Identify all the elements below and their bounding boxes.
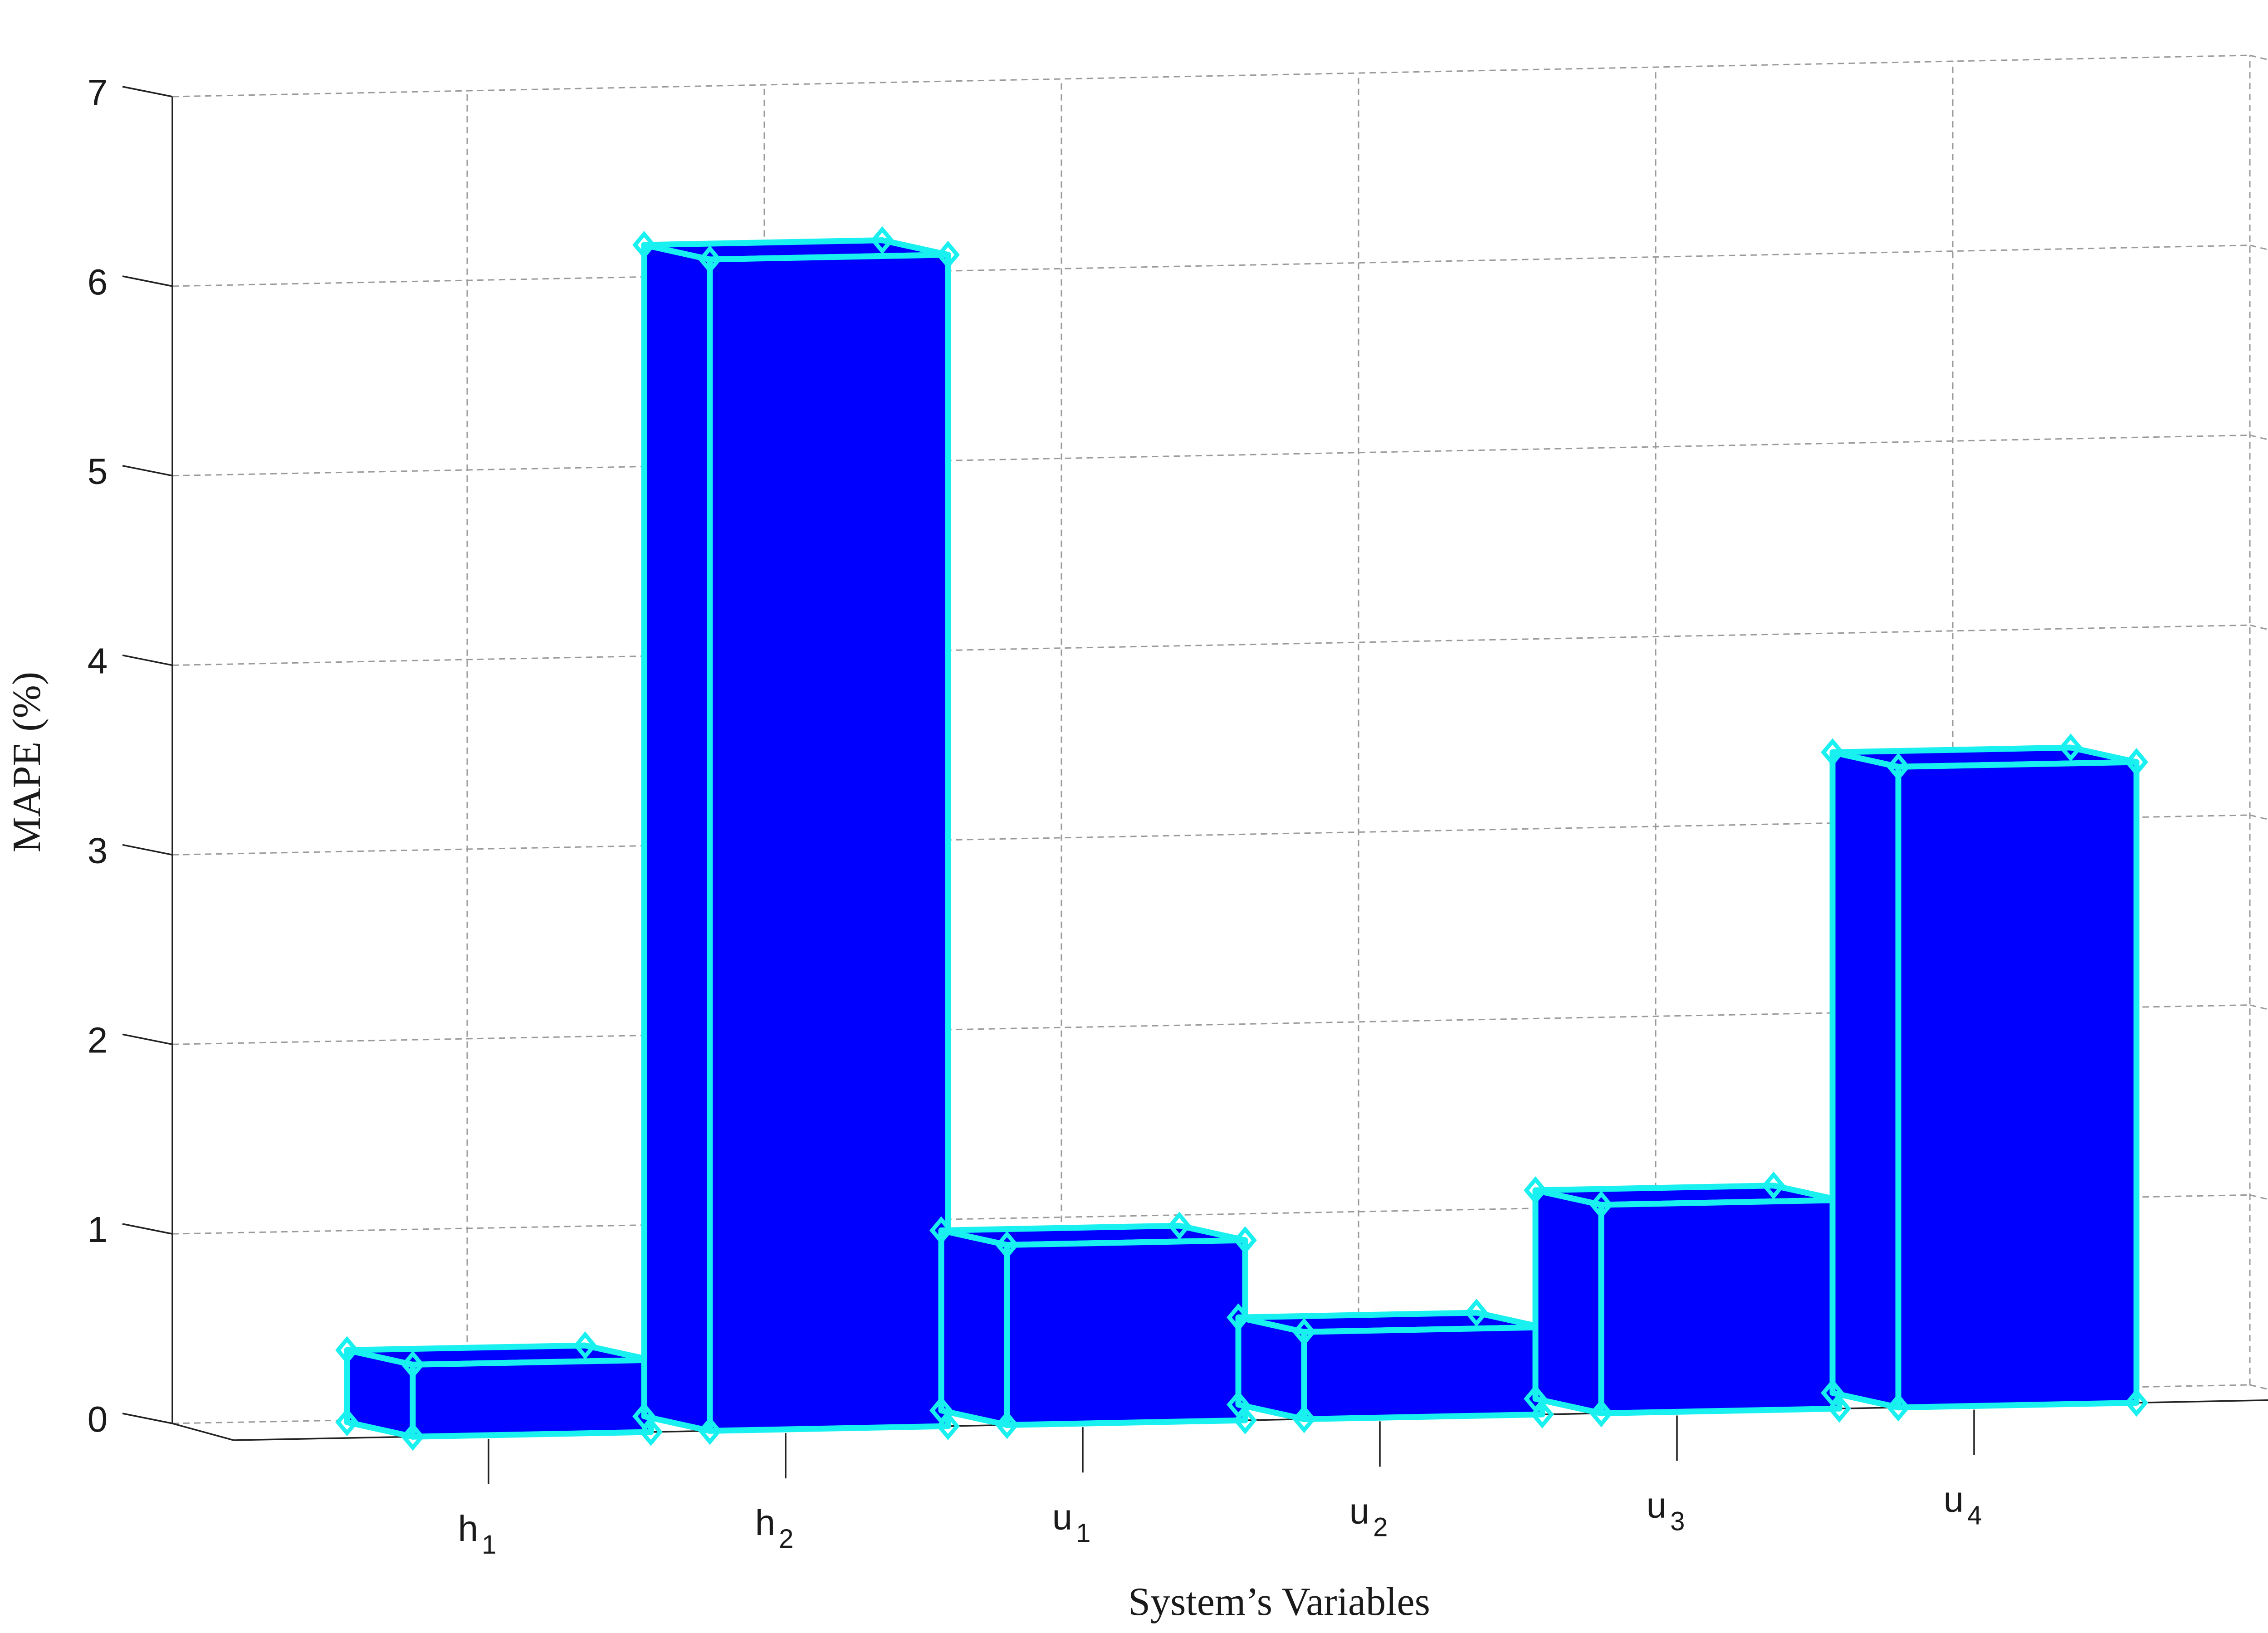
- y-tick: [122, 1223, 173, 1235]
- bar-front: [1301, 1324, 1545, 1423]
- y-tick-label: 2: [88, 1020, 108, 1060]
- bar-vertex-marker: [1887, 753, 1910, 781]
- y-tick-label: 3: [88, 830, 108, 870]
- bar-vertex-marker: [335, 1408, 359, 1437]
- y-tick: [122, 1413, 173, 1424]
- side-gridline: [2249, 624, 2268, 631]
- bar-vertex-marker: [335, 1336, 359, 1364]
- bar-vertex-marker: [2125, 1389, 2148, 1417]
- y-tick-label: 4: [88, 641, 108, 681]
- bar: [1821, 733, 2148, 1422]
- bar: [1524, 1171, 1851, 1428]
- bar-vertex-marker: [936, 240, 960, 269]
- y-gridline: [172, 244, 2250, 287]
- side-gridline: [2249, 814, 2268, 820]
- bar-front: [707, 252, 951, 1434]
- side-gridline: [2249, 1194, 2268, 1200]
- y-gridline: [172, 434, 2250, 477]
- bar: [929, 1212, 1257, 1439]
- bar-vertex-marker: [632, 230, 656, 259]
- bar-vertex-marker: [401, 1423, 425, 1451]
- bar-vertex-marker: [1168, 1212, 1191, 1240]
- bar-vertex-marker: [401, 1350, 425, 1379]
- bar-vertex-marker: [698, 245, 722, 274]
- bar-vertex-marker: [1524, 1176, 1547, 1205]
- bar-vertex-marker: [632, 1402, 656, 1431]
- bar-vertex-marker: [1887, 1393, 1910, 1422]
- y-tick: [122, 86, 173, 98]
- bar-vertex-marker: [1821, 1379, 1844, 1407]
- bar: [632, 226, 960, 1445]
- y-tick: [122, 1033, 173, 1046]
- bar-vertex-marker: [1465, 1298, 1488, 1327]
- bar-front: [410, 1357, 654, 1440]
- bar-vertex-marker: [1821, 738, 1844, 767]
- bar-front: [1598, 1197, 1843, 1417]
- bar-vertex-marker: [573, 1331, 597, 1360]
- bar: [1227, 1298, 1554, 1433]
- y-axis-title: MAPE (%): [5, 672, 49, 852]
- y-tick-label: 1: [88, 1209, 108, 1250]
- bar-side: [1829, 749, 1901, 1411]
- y-tick: [122, 275, 173, 287]
- bar-vertex-marker: [1292, 1405, 1316, 1433]
- bar-side: [641, 242, 713, 1434]
- side-gridline: [2249, 54, 2268, 61]
- bar-vertex-marker: [929, 1396, 953, 1425]
- bar-vertex-marker: [929, 1216, 953, 1245]
- y-tick: [122, 464, 173, 477]
- y-tick: [122, 654, 173, 666]
- bar-vertex-marker: [1589, 1399, 1613, 1428]
- bar-vertex-marker: [2125, 748, 2148, 777]
- side-gridline: [2249, 434, 2268, 440]
- side-gridline: [2249, 1384, 2268, 1390]
- side-gridline: [2249, 1004, 2268, 1010]
- bar-vertex-marker: [1227, 1303, 1250, 1332]
- bar-vertex-marker: [995, 1231, 1019, 1259]
- bar-vertex-marker: [1589, 1190, 1613, 1219]
- depth-axis-line: [172, 1423, 234, 1441]
- bars-layer: [335, 226, 2148, 1451]
- bar-vertex-marker: [1292, 1318, 1316, 1346]
- y-tick-label: 7: [88, 72, 108, 112]
- bar-vertex-marker: [1227, 1390, 1250, 1419]
- bar-vertex-marker: [1233, 1226, 1257, 1255]
- bar-vertex-marker: [1762, 1171, 1785, 1200]
- bar-side: [938, 1227, 1010, 1428]
- bar-vertex-marker: [1524, 1384, 1547, 1413]
- bar-vertex-marker: [995, 1411, 1019, 1439]
- y-tick-label: 5: [88, 451, 108, 492]
- labels-layer: 0 1 2 3 4 5 6 7 h 1 h 2 u 1 u 2 u 3 u 4: [88, 72, 1982, 1560]
- y-gridline: [172, 624, 2250, 666]
- y-gridline: [172, 54, 2250, 98]
- bar-vertex-marker: [2059, 733, 2082, 762]
- bar-side: [1532, 1187, 1604, 1417]
- bar-front: [1004, 1237, 1248, 1428]
- bar-front: [1895, 759, 2140, 1411]
- x-axis-title: System’s Variables: [1128, 1580, 1430, 1624]
- y-tick-label: 6: [88, 262, 108, 302]
- side-gridline: [2249, 244, 2268, 250]
- bar-vertex-marker: [870, 226, 894, 254]
- y-tick: [122, 844, 173, 856]
- y-tick-label: 0: [88, 1399, 108, 1439]
- bar: [335, 1331, 663, 1451]
- bar-vertex-marker: [698, 1417, 722, 1445]
